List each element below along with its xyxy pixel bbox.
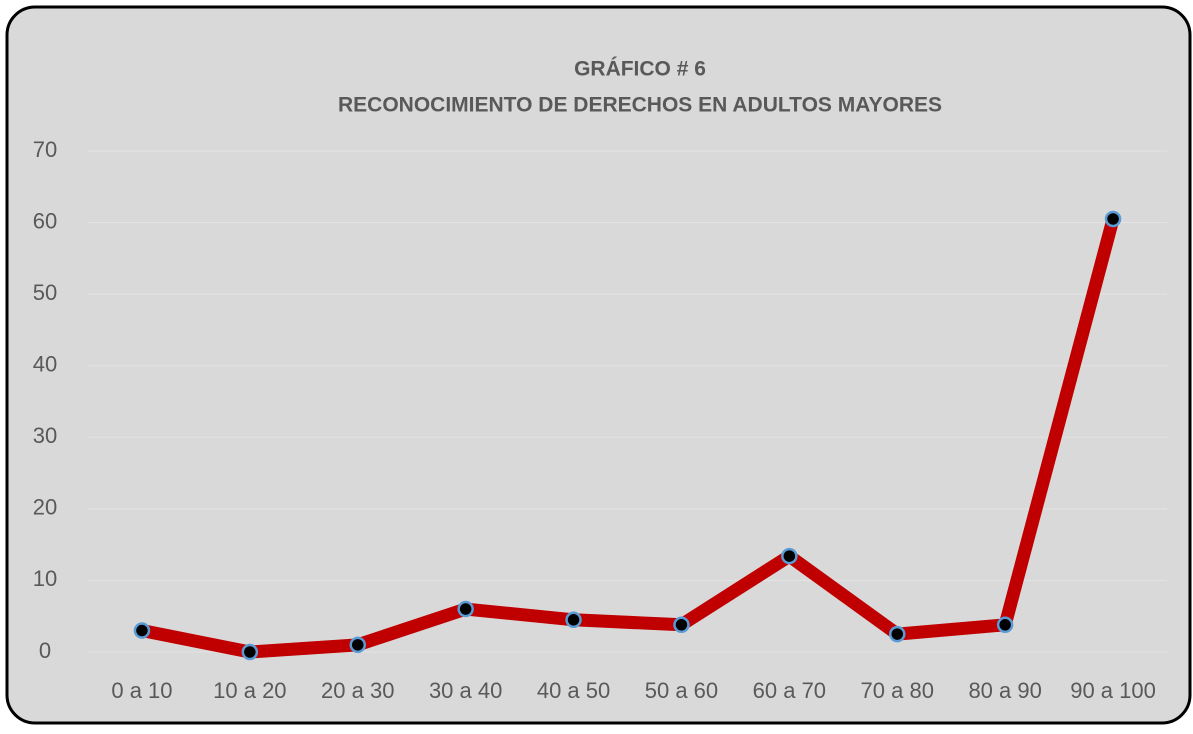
chart-subtitle: RECONOCIMIENTO DE DERECHOS EN ADULTOS MA… [338, 94, 942, 117]
marker [1104, 210, 1122, 228]
marker [673, 616, 690, 634]
y-tick-label: 60 [33, 208, 57, 233]
y-tick-label: 70 [33, 137, 57, 162]
marker [996, 616, 1014, 634]
x-tick-label: 90 a 100 [1070, 678, 1156, 703]
marker [133, 622, 151, 639]
x-tick-label: 30 a 40 [429, 678, 502, 703]
x-tick-label: 60 a 70 [753, 678, 826, 703]
x-tick-label: 10 a 20 [213, 678, 286, 703]
marker [889, 625, 906, 643]
x-tick-label: 20 a 30 [321, 678, 394, 703]
x-tick-label: 40 a 50 [537, 678, 610, 703]
marker [781, 547, 798, 565]
x-tick-label: 0 a 10 [111, 678, 172, 703]
y-tick-label: 50 [33, 280, 57, 305]
marker [349, 636, 366, 654]
chart-title: GRÁFICO # 6 [574, 58, 706, 81]
y-tick-label: 0 [39, 638, 51, 663]
line [140, 217, 1120, 659]
chart-frame [5, 5, 1192, 725]
marker [457, 600, 474, 618]
marker [565, 611, 582, 629]
y-tick-label: 30 [33, 423, 57, 448]
y-tick-label: 20 [33, 495, 57, 520]
x-tick-label: 50 a 60 [645, 678, 718, 703]
x-tick-label: 70 a 80 [861, 678, 934, 703]
marker [241, 643, 259, 661]
y-tick-label: 40 [33, 352, 57, 377]
x-tick-label: 80 a 90 [968, 678, 1041, 703]
y-tick-label: 10 [33, 566, 57, 591]
